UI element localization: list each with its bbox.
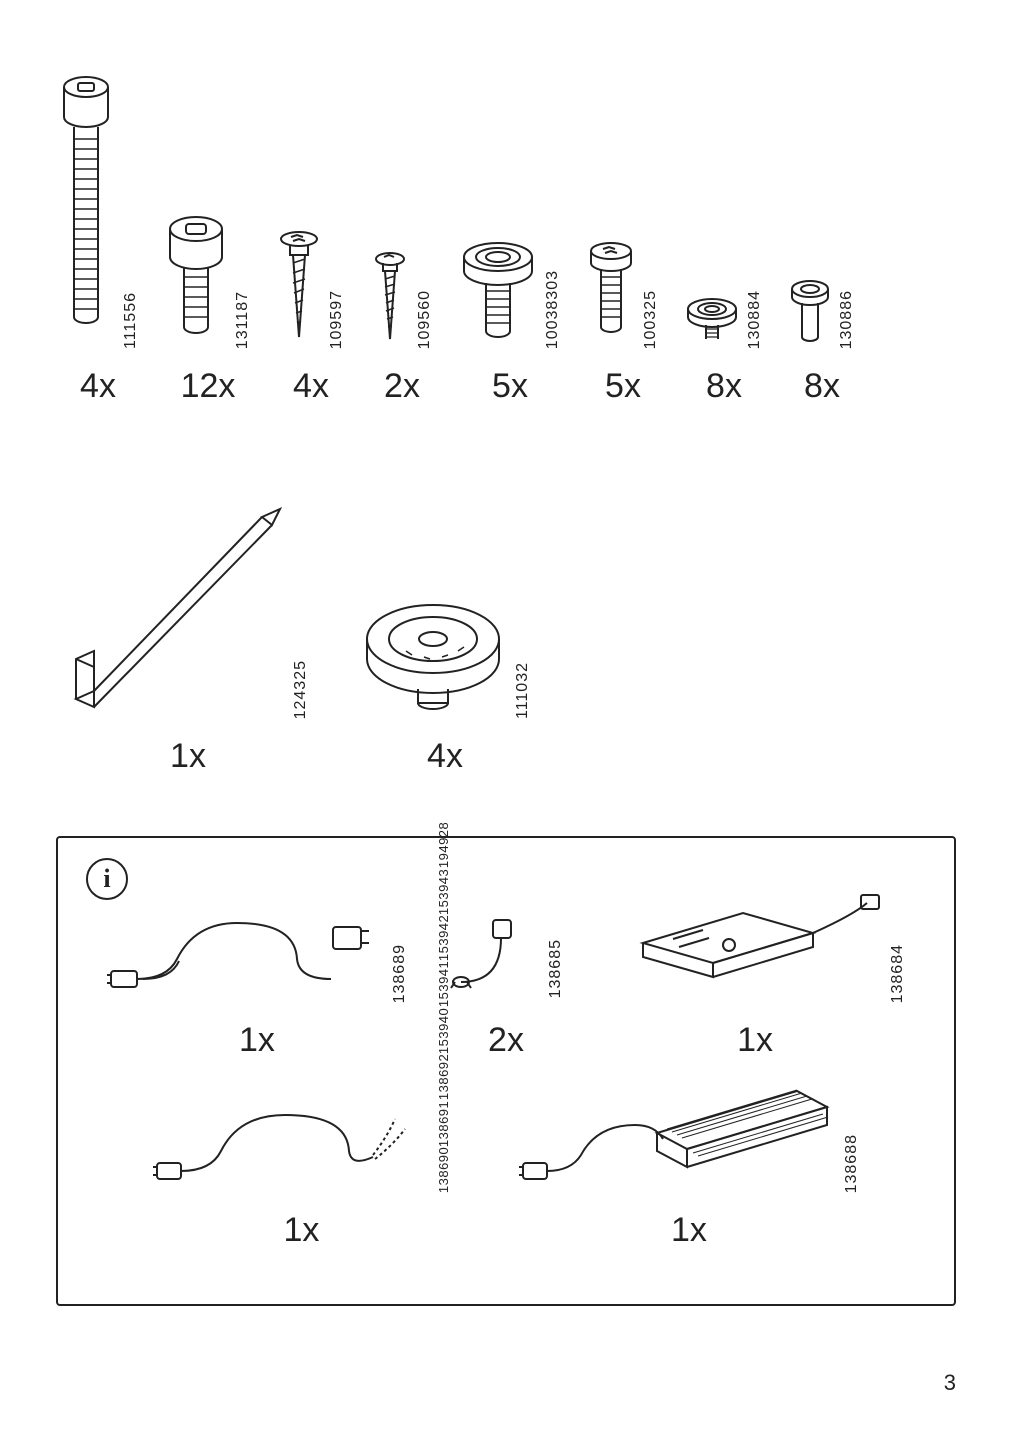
part-number: 10038303 (544, 270, 562, 349)
quantity-label: 12x (181, 367, 236, 406)
quantity-label: 1x (671, 1211, 707, 1250)
quantity-label: 2x (384, 367, 420, 406)
hardware-row-2: 124325 1x 111032 4x (56, 446, 956, 776)
hardware-item: 10038303 5x (458, 59, 562, 406)
sleeve-icon: 130886 (788, 59, 856, 349)
info-box: i 138689 1x (56, 836, 956, 1306)
hardware-item: 124325 1x (66, 469, 310, 776)
pan-screw-icon: 100325 (586, 59, 660, 349)
short-cable-icon: 138685 (447, 908, 565, 1003)
part-number: 153943 (437, 868, 452, 914)
hardware-item: 111032 4x (358, 469, 532, 776)
hardware-item: 131187 12x (164, 59, 252, 406)
hardware-item: 130884 8x (684, 59, 764, 406)
allen-key-icon: 124325 (66, 469, 310, 719)
hardware-item: 109597 4x (276, 59, 346, 406)
part-number: 153942 (437, 915, 452, 961)
part-number: 111032 (514, 662, 532, 719)
transformer-icon: 138688 (517, 1073, 861, 1193)
part-number: 124325 (292, 660, 310, 719)
quantity-label: 4x (427, 737, 463, 776)
part-number: 130886 (838, 290, 856, 349)
quantity-label: 8x (804, 367, 840, 406)
part-number: 194928 (437, 822, 452, 868)
part-number: 138684 (889, 944, 907, 1003)
quantity-label: 1x (284, 1211, 320, 1250)
info-item: 138684 1x (603, 883, 907, 1060)
part-number: 130884 (746, 290, 764, 349)
info-row-2: 138690 138691 138692 153940 153941 15394… (86, 1070, 926, 1250)
quantity-label: 1x (239, 1021, 275, 1060)
bolt-long-hex-icon: 111556 (56, 59, 140, 349)
splitter-box-icon: 138684 (603, 883, 907, 1003)
info-row-1: 138689 1x 138685 2x (86, 880, 926, 1060)
info-item: 138685 2x (447, 908, 565, 1060)
hardware-row-1: 111556 4x 131187 12x (56, 36, 956, 406)
quantity-label: 5x (492, 367, 528, 406)
quantity-label: 4x (293, 367, 329, 406)
instruction-page: 111556 4x 131187 12x (0, 0, 1012, 1432)
power-cord-icon: 138690 138691 138692 153940 153941 15394… (151, 1073, 452, 1193)
disc-connector-icon: 111032 (358, 469, 532, 719)
quantity-label: 4x (80, 367, 116, 406)
hardware-item: 109560 2x (370, 59, 434, 406)
quantity-label: 2x (488, 1021, 524, 1060)
part-number: 100325 (642, 290, 660, 349)
quantity-label: 1x (170, 737, 206, 776)
part-number: 153941 (437, 961, 452, 1007)
info-item: 138689 1x (105, 883, 409, 1060)
part-number: 153940 (437, 1007, 452, 1053)
wood-screw-small-icon: 109560 (370, 59, 434, 349)
info-item: 138688 1x (517, 1073, 861, 1250)
part-number: 138691 (437, 1100, 452, 1146)
quantity-label: 1x (737, 1021, 773, 1060)
part-number: 109560 (416, 290, 434, 349)
bolt-short-hex-icon: 131187 (164, 59, 252, 349)
hardware-item: 130886 8x (788, 59, 856, 406)
hardware-item: 100325 5x (586, 59, 660, 406)
part-number: 138689 (391, 944, 409, 1003)
part-number: 138688 (843, 1134, 861, 1193)
part-number: 109597 (328, 290, 346, 349)
part-number-stack: 138690 138691 138692 153940 153941 15394… (437, 822, 452, 1193)
quantity-label: 8x (706, 367, 742, 406)
info-item: 138690 138691 138692 153940 153941 15394… (151, 1073, 452, 1250)
quantity-label: 5x (605, 367, 641, 406)
part-number: 138690 (437, 1147, 452, 1193)
insert-nut-icon: 130884 (684, 59, 764, 349)
hardware-item: 111556 4x (56, 59, 140, 406)
part-number: 138685 (547, 939, 565, 998)
collared-bolt-icon: 10038303 (458, 59, 562, 349)
part-number: 111556 (122, 292, 140, 349)
wood-screw-icon: 109597 (276, 59, 346, 349)
part-number: 138692 (437, 1054, 452, 1100)
page-number: 3 (944, 1370, 956, 1396)
cable-dual-plug-icon: 138689 (105, 883, 409, 1003)
part-number: 131187 (234, 291, 252, 349)
